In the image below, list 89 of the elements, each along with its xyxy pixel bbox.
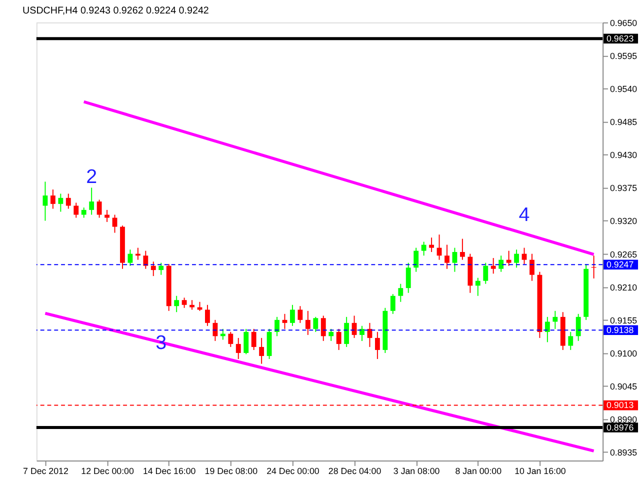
ref-line-label: 0.8976: [606, 422, 634, 432]
x-tick-label: 14 Dec 16:00: [142, 466, 196, 476]
y-tick-label: 0.8990: [610, 414, 638, 425]
y-tick-label: 0.9375: [610, 183, 638, 194]
candlestick: [483, 262, 488, 284]
candlestick: [42, 181, 48, 222]
candlestick: [576, 313, 581, 342]
candlestick: [490, 258, 496, 274]
candlestick: [544, 316, 550, 343]
candlestick: [96, 199, 102, 218]
candlestick: [228, 331, 234, 348]
candlestick: [150, 261, 156, 277]
candlestick: [344, 316, 350, 348]
y-tick-label: 0.9210: [610, 282, 638, 292]
x-tick-label: 8 Jan 00:00: [455, 466, 502, 476]
candlestick: [66, 193, 71, 210]
candlestick: [360, 325, 364, 342]
x-tick-label: 10 Jan 16:00: [514, 466, 566, 476]
candlestick: [475, 277, 480, 296]
ref-line-label: 0.9138: [606, 325, 634, 336]
candlestick: [190, 300, 194, 310]
x-tick-label: 24 Dec 00:00: [266, 466, 320, 476]
y-tick-label: 0.9485: [610, 117, 638, 128]
candlestick: [58, 193, 64, 212]
candlestick: [305, 310, 310, 336]
candlestick: [374, 331, 380, 360]
candlestick: [89, 187, 94, 216]
candlestick: [336, 328, 342, 350]
annotation: 2: [86, 166, 98, 188]
candlestick: [414, 247, 419, 272]
x-tick-label: 19 Dec 08:00: [204, 466, 258, 476]
x-tick-label: 12 Dec 00:00: [81, 466, 134, 476]
x-tick-label: 7 Dec 2012: [23, 466, 68, 476]
candlestick: [444, 244, 450, 270]
candlestick: [406, 262, 411, 294]
y-tick-label: 0.8935: [610, 448, 638, 458]
candlestick: [421, 241, 426, 256]
y-tick-label: 0.9430: [610, 150, 638, 160]
candlestick: [220, 328, 226, 340]
candlestick: [298, 306, 303, 324]
candlestick: [522, 247, 527, 265]
candlestick: [530, 253, 534, 282]
candlestick: [320, 315, 326, 342]
candlestick: [128, 249, 133, 266]
candlestick: [390, 294, 396, 314]
candlestick: [552, 310, 558, 330]
candlestick: [274, 316, 280, 337]
candlestick: [328, 328, 334, 342]
y-tick-label: 0.9265: [610, 249, 638, 260]
candlestick: [244, 328, 249, 355]
y-tick-label: 0.9155: [610, 315, 638, 326]
candlestick: [251, 328, 256, 350]
candlestick: [81, 207, 86, 218]
candlestick: [514, 249, 519, 268]
y-tick-label: 0.9100: [610, 348, 638, 358]
candlestick: [568, 331, 574, 350]
candlestick: [112, 214, 118, 234]
candlestick: [282, 313, 288, 330]
candlestick: [236, 337, 241, 360]
candlestick: [429, 237, 434, 252]
candlestick: [212, 319, 218, 342]
ref-line-label: 0.9623: [606, 34, 634, 44]
candlestick: [313, 316, 318, 332]
candlestick: [104, 209, 110, 222]
x-tick-label: 28 Dec 04:00: [328, 466, 382, 476]
y-tick-label: 0.9540: [610, 84, 638, 94]
candlestick: [74, 202, 79, 218]
ref-line-label: 0.9013: [606, 400, 634, 410]
candlestick: [158, 262, 164, 276]
ref-line-label: 0.9247: [606, 260, 634, 270]
y-tick-label: 0.9650: [610, 18, 638, 28]
candlestick: [398, 283, 404, 302]
candlestick: [498, 255, 504, 272]
candlestick: [259, 337, 264, 364]
candlestick: [452, 247, 458, 272]
candlestick: [460, 238, 465, 260]
annotation: 4: [518, 204, 530, 226]
x-tick-label: 3 Jan 08:00: [393, 466, 440, 476]
candlestick: [290, 304, 295, 326]
candlestick: [50, 189, 56, 210]
candlestick: [143, 250, 148, 270]
y-tick-label: 0.9595: [610, 50, 638, 61]
candlestick: [182, 297, 187, 308]
y-tick-label: 0.9045: [610, 381, 638, 392]
chart-title: USDCHF,H4 0.9243 0.9262 0.9224 0.9242: [22, 6, 209, 17]
candlestick: [174, 295, 180, 313]
candlestick: [506, 250, 512, 266]
y-tick-label: 0.9320: [610, 216, 638, 226]
candlestick: [205, 304, 210, 326]
